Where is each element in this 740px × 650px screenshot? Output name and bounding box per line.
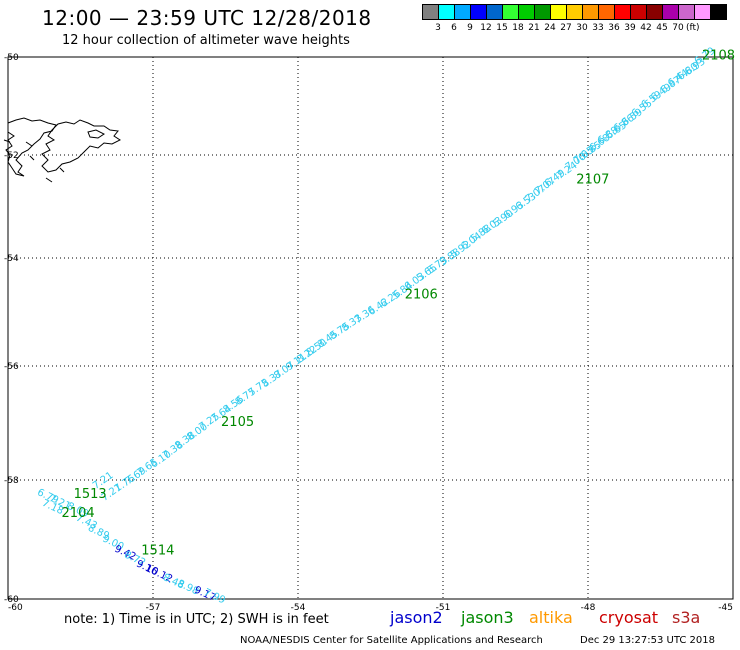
color-scale-label: 39 (624, 23, 636, 33)
graticule-grid (7, 56, 734, 600)
map-subtitle: 12 hour collection of altimeter wave hei… (62, 33, 350, 48)
color-scale-swatch (710, 4, 727, 20)
longitude-tick-label: -60 (8, 603, 23, 613)
coastline-islets (3, 139, 65, 183)
color-scale-label: 42 (640, 23, 652, 33)
color-scale-label: 24 (544, 23, 556, 33)
swh-reading-descending: 7.99 (202, 587, 227, 606)
color-scale-label: 36 (608, 23, 620, 33)
color-scale-label: 9 (467, 23, 473, 33)
falkland-islands-landmass (3, 117, 121, 183)
longitude-tick-label: -51 (436, 603, 451, 613)
pass-time-marker: 2104 (62, 506, 95, 521)
color-scale-label: 30 (576, 23, 588, 33)
color-scale-label: 27 (560, 23, 572, 33)
jason3-label: jason3 (461, 608, 514, 627)
map-title: 12:00 — 23:59 UTC 12/28/2018 (42, 6, 372, 30)
jason2-label: jason2 (390, 608, 443, 627)
color-scale-label: 15 (496, 23, 508, 33)
axis-tick-labels: -60 -57 -54 -51 -48 -45 -50 -52 -54 -56 -58 -60 (4, 53, 733, 613)
color-scale-label: 21 (528, 23, 540, 33)
pass-time-marker: 1514 (141, 543, 174, 558)
latitude-tick-label: -58 (4, 476, 19, 486)
map-frame (7, 56, 734, 600)
latitude-tick-label: -50 (4, 53, 19, 63)
color-scale-label: 18 (512, 23, 524, 33)
longitude-tick-label: -57 (146, 603, 161, 613)
pass-time-marker: 2105 (221, 415, 254, 430)
generated-timestamp: Dec 29 13:27:53 UTC 2018 (580, 635, 715, 646)
altimeter-tracks: 6.796.936.806.446.876.496.596.556.596.86… (35, 46, 735, 607)
footer-note: note: 1) Time is in UTC; 2) SWH is in fe… (64, 612, 329, 627)
longitude-tick-label: -54 (291, 603, 306, 613)
pass-time-marker: 1513 (74, 487, 107, 502)
color-scale-unit: (ft) (686, 23, 700, 33)
latitude-tick-label: -54 (4, 254, 19, 264)
color-scale-label: 70 (672, 23, 684, 33)
color-scale-label: 3 (435, 23, 441, 33)
pass-time-marker: 2106 (405, 288, 438, 303)
latitude-tick-label: -60 (4, 595, 19, 605)
west-falkland-coastline (5, 117, 57, 177)
pass-time-marker: 2107 (576, 172, 609, 187)
east-falkland-inlet (87, 129, 105, 139)
east-falkland-coastline (41, 119, 121, 173)
credit-line: NOAA/NESDIS Center for Satellite Applica… (240, 635, 543, 646)
s3a-label: s3a (672, 608, 701, 627)
color-scale-label: 45 (656, 23, 668, 33)
altika-label: altika (529, 608, 573, 627)
latitude-tick-label: -52 (4, 151, 19, 161)
color-scale-label: 33 (592, 23, 604, 33)
color-scale-label: 6 (451, 23, 457, 33)
color-scale-label: 12 (480, 23, 492, 33)
pass-time-marker: 2108 (702, 48, 735, 63)
cryosat-label: cryosat (599, 608, 659, 627)
longitude-tick-label: -45 (718, 603, 733, 613)
latitude-tick-label: -56 (4, 362, 19, 372)
longitude-tick-label: -48 (581, 603, 596, 613)
